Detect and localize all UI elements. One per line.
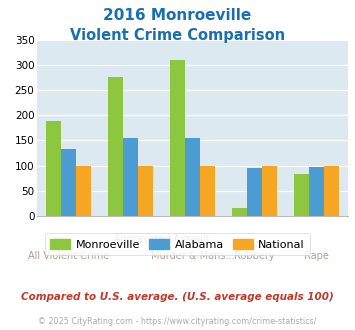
Bar <box>262 166 277 216</box>
Text: Aggravated Assault: Aggravated Assault <box>114 234 209 244</box>
Text: © 2025 CityRating.com - https://www.cityrating.com/crime-statistics/: © 2025 CityRating.com - https://www.city… <box>38 317 317 326</box>
Bar <box>123 138 138 216</box>
Bar <box>294 174 310 216</box>
Bar <box>61 149 76 216</box>
Bar <box>46 121 61 216</box>
Bar <box>170 60 185 216</box>
Text: 2016 Monroeville: 2016 Monroeville <box>103 8 252 23</box>
Text: All Violent Crime: All Violent Crime <box>28 251 109 261</box>
Bar <box>247 168 262 216</box>
Text: Robbery: Robbery <box>234 251 275 261</box>
Text: Compared to U.S. average. (U.S. average equals 100): Compared to U.S. average. (U.S. average … <box>21 292 334 302</box>
Text: Murder & Mans...: Murder & Mans... <box>151 251 234 261</box>
Bar <box>108 78 123 216</box>
Bar <box>232 208 247 216</box>
Bar <box>185 138 200 216</box>
Bar <box>324 166 339 216</box>
Bar <box>76 166 91 216</box>
Text: Violent Crime Comparison: Violent Crime Comparison <box>70 28 285 43</box>
Bar <box>138 166 153 216</box>
Bar <box>310 167 324 216</box>
Bar <box>200 166 215 216</box>
Text: Rape: Rape <box>304 251 329 261</box>
Legend: Monroeville, Alabama, National: Monroeville, Alabama, National <box>45 233 310 255</box>
